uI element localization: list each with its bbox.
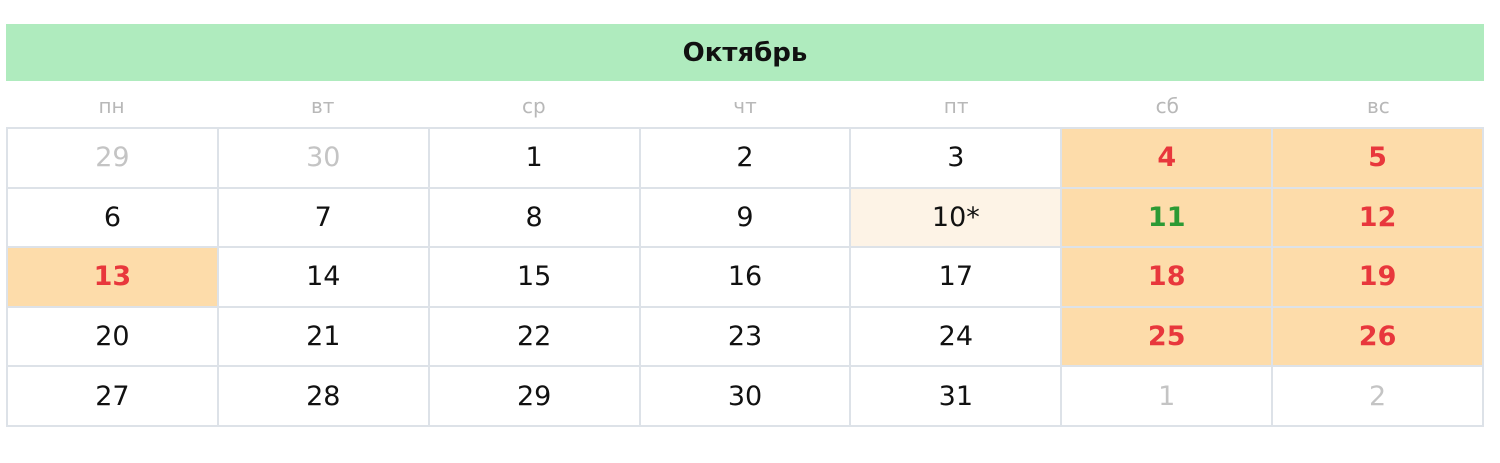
weekday-label: пн	[98, 94, 125, 118]
day-cell-normal[interactable]: 1	[429, 129, 639, 187]
day-cell-normal[interactable]: 9	[640, 188, 850, 247]
day-cell-normal[interactable]: 17	[851, 248, 1061, 306]
weekday-label: вс	[1367, 94, 1390, 118]
day-cell-other[interactable]: 2	[1273, 367, 1482, 425]
day-cell-normal[interactable]: 29	[429, 367, 639, 425]
day-cell-other[interactable]: 1	[1062, 367, 1272, 425]
day-cell-normal[interactable]: 8	[429, 188, 639, 247]
day-cell-normal[interactable]: 30	[640, 367, 850, 425]
day-cell-normal[interactable]: 20	[8, 307, 217, 366]
day-cell-holiday[interactable]: 5	[1273, 129, 1482, 187]
day-cell-holiday[interactable]: 18	[1062, 248, 1272, 306]
day-cell-normal[interactable]: 15	[429, 248, 639, 306]
day-cell-normal[interactable]: 24	[851, 307, 1061, 366]
weekday-header-row: пн вт ср чт пт сб вс	[6, 86, 1484, 126]
weekday-label: вт	[310, 94, 335, 118]
day-cell-normal[interactable]: 6	[8, 188, 217, 247]
day-cell-normal[interactable]: 31	[851, 367, 1061, 425]
day-cell-holiday[interactable]: 25	[1062, 307, 1272, 366]
weekday-label: чт	[733, 94, 757, 118]
calendar-grid: 29 30 1 2 3 4 5 6 7 8 9 10* 11 12 13 14 15 16 17 18 19 20 21 22…	[6, 127, 1484, 427]
day-cell-normal[interactable]: 2	[640, 129, 850, 187]
weekday-label: ср	[522, 94, 546, 118]
day-cell-normal[interactable]: 21	[218, 307, 428, 366]
day-cell-normal[interactable]: 7	[218, 188, 428, 247]
day-cell-other[interactable]: 29	[8, 129, 217, 187]
day-cell-normal[interactable]: 23	[640, 307, 850, 366]
day-cell-special[interactable]: 11	[1062, 188, 1272, 247]
day-cell-holiday[interactable]: 26	[1273, 307, 1482, 366]
weekday-label: пт	[943, 94, 969, 118]
day-cell-normal[interactable]: 28	[218, 367, 428, 425]
day-cell-normal[interactable]: 14	[218, 248, 428, 306]
weekday-label: сб	[1155, 94, 1179, 118]
day-cell-other[interactable]: 30	[218, 129, 428, 187]
day-cell-normal[interactable]: 27	[8, 367, 217, 425]
day-cell-normal[interactable]: 16	[640, 248, 850, 306]
day-cell-normal[interactable]: 22	[429, 307, 639, 366]
day-cell-normal[interactable]: 3	[851, 129, 1061, 187]
day-cell-holiday[interactable]: 4	[1062, 129, 1272, 187]
day-cell-short[interactable]: 10*	[851, 188, 1061, 247]
day-cell-holiday[interactable]: 13	[8, 248, 217, 306]
day-cell-holiday[interactable]: 12	[1273, 188, 1482, 247]
day-cell-holiday[interactable]: 19	[1273, 248, 1482, 306]
month-title: Октябрь	[6, 24, 1484, 81]
